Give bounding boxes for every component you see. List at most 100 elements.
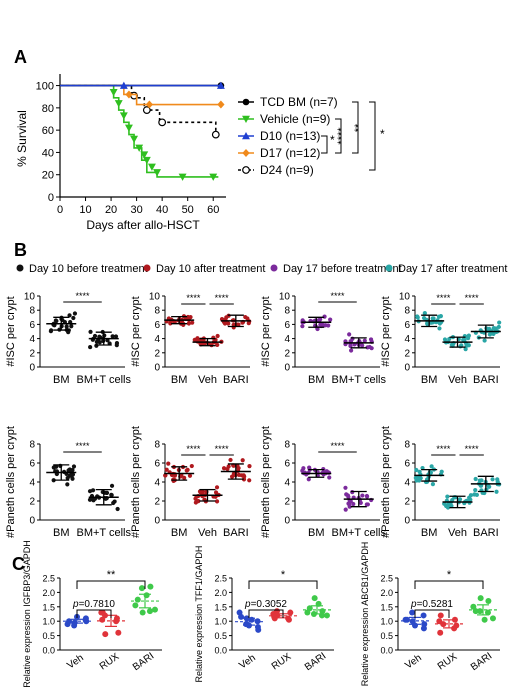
c2-y-tick-label: 0.0: [214, 646, 227, 656]
b6-point-0: [172, 473, 178, 478]
b8-point-0: [414, 467, 419, 473]
c3-x-label-0: Veh: [403, 652, 423, 671]
b3-x-label-1: BM+T cells: [331, 374, 386, 386]
c3-sig-label-1: *: [447, 569, 452, 581]
c3-y-tick-label: 2.0: [380, 588, 393, 598]
b5-point-0: [70, 472, 76, 477]
b1-point-0: [64, 324, 69, 329]
b1-y-tick-label: 4: [29, 334, 35, 345]
sig-label-1: *: [330, 133, 335, 147]
b7-point-0: [327, 475, 332, 480]
b2-y-tick-label: 4: [154, 334, 160, 345]
c3-point-2: [484, 609, 491, 616]
x-tick-label: 60: [207, 204, 219, 216]
b8-point-1: [449, 503, 454, 508]
b8-point-0: [430, 481, 436, 487]
c2-y-tick-label: 1.0: [214, 617, 227, 627]
survival-point-1: [109, 88, 118, 97]
b4-point-0: [422, 310, 427, 316]
c1-y-tick-label: 0.5: [42, 631, 55, 641]
c2-point-0: [238, 613, 245, 620]
b8-point-2: [474, 492, 479, 497]
c3-point-1: [451, 625, 458, 632]
b2-sig-label-1: ****: [215, 293, 230, 303]
b1-point-0: [72, 311, 78, 316]
legend-label-4: D24 (n=9): [260, 163, 314, 177]
b5-point-0: [65, 482, 70, 487]
b3-point-1: [347, 332, 352, 337]
b1-y-tick-label: 8: [29, 306, 35, 317]
survival-point-1: [153, 169, 162, 177]
b4-point-0: [431, 316, 436, 321]
b7-y-tick-label: 8: [284, 440, 290, 451]
b4-x-label-2: BARI: [473, 374, 499, 386]
b8-y-tick-label: 8: [404, 440, 410, 451]
b2-point-2: [224, 315, 229, 320]
c1-x-label-1: RUX: [98, 651, 122, 672]
b2-y-tick-label: 6: [154, 320, 160, 331]
c1-point-2: [151, 606, 158, 613]
b8-sig-label-0: ****: [436, 444, 451, 454]
survival-chart: 0 20 40 60 80 100 0 10 20 30 40 50 60 Days after allo…: [15, 74, 385, 232]
c1-point-2: [146, 608, 153, 615]
b7-point-1: [351, 501, 356, 507]
b5-point-1: [87, 497, 93, 502]
b4-point-1: [449, 342, 454, 347]
c1-y-tick-label: 2.5: [42, 574, 55, 584]
c3-point-2: [485, 598, 492, 605]
legend-label-2: D10 (n=13): [260, 129, 320, 143]
c2-sig-bracket-0: [248, 609, 284, 618]
b4-y-tick-label: 10: [399, 292, 411, 303]
b5-y-tick-label: 0: [29, 516, 35, 527]
b5-point-0: [65, 475, 70, 481]
x-tick-label: 10: [79, 204, 91, 216]
b8-point-2: [490, 477, 495, 482]
panel-c-charts: 0.0 0.5 1.0 1.5 2.0 2.5 Veh RUX BARI Relative exp…: [22, 540, 500, 688]
b7-y-tick-label: 6: [284, 459, 290, 470]
b5-x-label-1: BM+T cells: [76, 527, 131, 539]
b2-point-0: [186, 321, 191, 326]
b6-point-0: [189, 463, 194, 469]
b1-point-0: [49, 328, 54, 333]
legend-dot-1: [143, 264, 151, 272]
b4-x-label-1: Veh: [448, 374, 467, 386]
b1-y-tick-label: 6: [29, 320, 35, 331]
x-tick-label: 20: [105, 204, 117, 216]
panel-b-charts: 0 2 4 6 8 10 BM BM+T cells #ISC per crypt **** 0 2 4…: [5, 291, 502, 539]
b8-x-label-1: Veh: [448, 527, 467, 539]
b6-point-1: [214, 485, 220, 490]
b8-point-2: [495, 479, 500, 484]
b5-point-1: [115, 506, 120, 512]
b5-point-1: [91, 498, 96, 503]
b6-point-2: [240, 458, 245, 463]
b5-y-tick-label: 6: [29, 459, 35, 470]
survival-point-3: [145, 100, 154, 109]
survival-point-4: [142, 106, 151, 114]
survival-point-3: [125, 90, 133, 99]
b8-y-axis-label: #Paneth cells per crypt: [380, 426, 392, 538]
b6-point-2: [247, 463, 252, 469]
c1-point-1: [102, 631, 109, 638]
legend-label-3: Day 17 after treatment: [398, 263, 507, 275]
b8-point-2: [494, 489, 499, 494]
b4-sig-label-0: ****: [436, 293, 451, 303]
b3-point-1: [362, 338, 367, 343]
b4-y-tick-label: 6: [404, 320, 410, 331]
survival-point-1: [209, 173, 218, 181]
y-tick-label: 40: [42, 147, 54, 159]
b1-point-1: [88, 329, 93, 334]
b5-y-tick-label: 4: [29, 478, 35, 489]
b1-point-1: [92, 333, 98, 339]
b2-y-axis-label: #ISC per crypt: [130, 296, 142, 366]
c1-point-1: [115, 629, 122, 636]
legend-marker-0: [242, 98, 250, 106]
b5-y-tick-label: 2: [29, 497, 35, 508]
c2-point-0: [243, 615, 250, 622]
c2-sig-bracket-1: [248, 580, 318, 589]
survival-line-3: [60, 84, 221, 106]
b6-point-2: [247, 478, 252, 483]
c1-point-1: [101, 612, 108, 619]
b3-y-tick-label: 2: [284, 348, 290, 359]
b5-point-0: [70, 476, 75, 481]
b5-point-0: [71, 464, 77, 469]
